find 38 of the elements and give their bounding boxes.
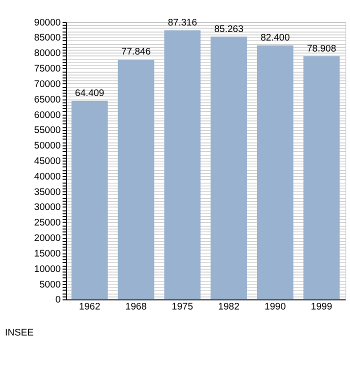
y-tick-label: 55000 [34, 125, 61, 136]
y-tick-label: 70000 [34, 78, 61, 90]
data-label: 87.316 [168, 17, 198, 28]
y-tick-label: 15000 [34, 248, 61, 260]
x-tick-label: 1982 [218, 301, 240, 312]
bar [210, 36, 247, 300]
y-tick-label: 10000 [34, 264, 61, 275]
y-tick-label: 65000 [34, 94, 61, 106]
y-tick-label: 25000 [34, 218, 61, 229]
text: INSEE [4, 328, 34, 339]
x-tick-label: 1990 [264, 301, 286, 312]
y-tick-label: 90000 [34, 17, 61, 28]
y-tick-label: 0 [55, 294, 61, 306]
y-tick-label: 20000 [34, 233, 61, 244]
x-tick-label: 1975 [172, 301, 194, 312]
data-label: 77.846 [121, 46, 151, 58]
data-label: 82.400 [260, 32, 290, 44]
x-tick-label: 1962 [79, 301, 100, 312]
y-tick-label: 60000 [34, 110, 61, 121]
y-tick-label: 35000 [34, 186, 61, 198]
y-tick-label: 75000 [34, 64, 61, 75]
bar [118, 59, 154, 300]
x-tick-label: 1968 [125, 301, 147, 312]
data-label: 78.908 [306, 43, 336, 54]
data-label: 64.409 [75, 88, 104, 100]
bar [71, 100, 108, 300]
y-tick-label: 40000 [34, 171, 61, 182]
y-tick-label: 50000 [34, 140, 61, 152]
y-tick-label: 5000 [39, 279, 61, 290]
bar [257, 45, 294, 300]
y-tick-label: 85000 [34, 32, 61, 44]
y-tick-label: 45000 [34, 156, 61, 168]
bar [303, 56, 340, 300]
y-tick-label: 30000 [34, 202, 61, 214]
x-tick-label: 1999 [310, 301, 332, 312]
data-label: 85.263 [214, 24, 244, 35]
y-tick-label: 80000 [34, 48, 61, 60]
bar [164, 30, 201, 300]
